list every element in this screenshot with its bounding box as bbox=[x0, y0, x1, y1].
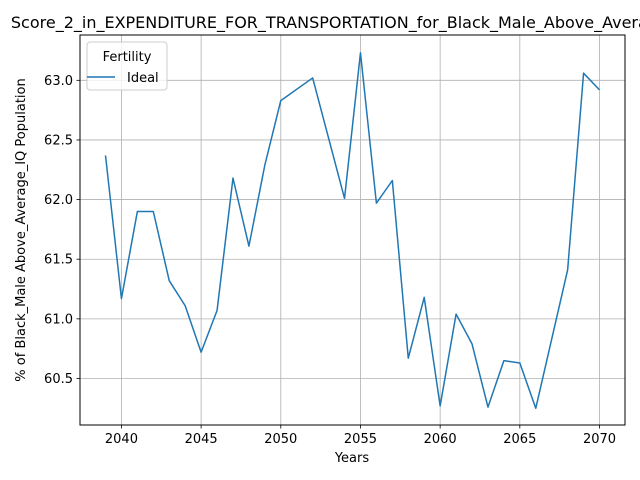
chart-title: Score_2_in_EXPENDITURE_FOR_TRANSPORTATIO… bbox=[11, 13, 640, 33]
y-tick-label: 62.0 bbox=[44, 193, 73, 208]
x-tick-label: 2060 bbox=[424, 432, 457, 447]
y-axis-label: % of Black_Male Above_Average_IQ Populat… bbox=[14, 78, 29, 381]
legend-title: Fertility bbox=[103, 50, 152, 65]
y-tick-label: 62.5 bbox=[44, 133, 73, 148]
series-line-ideal bbox=[104, 52, 601, 410]
plot-area-frame bbox=[79, 34, 626, 426]
x-tick-label: 2065 bbox=[503, 432, 536, 447]
y-tick-label: 60.5 bbox=[44, 372, 73, 387]
x-tick-label: 2045 bbox=[185, 432, 218, 447]
x-tick-label: 2055 bbox=[344, 432, 377, 447]
y-axis-ticks: 60.5 61.0 61.5 62.0 62.5 63.0 bbox=[44, 74, 80, 387]
y-tick-label: 63.0 bbox=[44, 74, 73, 89]
x-tick-label: 2050 bbox=[264, 432, 297, 447]
x-tick-label: 2040 bbox=[105, 432, 138, 447]
legend-entry-ideal: Ideal bbox=[127, 71, 159, 86]
y-tick-label: 61.0 bbox=[44, 312, 73, 327]
x-axis-ticks: 2040 2045 2050 2055 2060 2065 2070 bbox=[105, 425, 616, 447]
x-tick-label: 2070 bbox=[583, 432, 616, 447]
y-tick-label: 61.5 bbox=[44, 253, 73, 268]
grid bbox=[80, 35, 625, 425]
legend-box bbox=[86, 41, 168, 91]
series-layer bbox=[104, 52, 601, 410]
legend: Fertility Ideal bbox=[86, 41, 168, 91]
x-axis-label: Years bbox=[334, 451, 370, 466]
